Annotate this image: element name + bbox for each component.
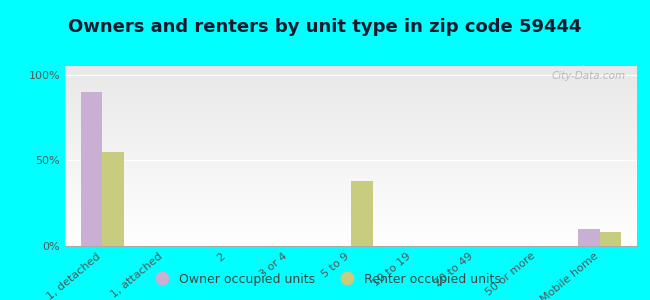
- Bar: [578, 229, 600, 246]
- Text: City-Data.com: City-Data.com: [551, 71, 625, 81]
- Bar: [81, 92, 102, 246]
- Bar: [351, 181, 372, 246]
- Bar: [600, 232, 621, 246]
- Legend: Owner occupied units, Renter occupied units: Owner occupied units, Renter occupied un…: [144, 268, 506, 291]
- Text: Owners and renters by unit type in zip code 59444: Owners and renters by unit type in zip c…: [68, 18, 582, 36]
- Bar: [102, 152, 124, 246]
